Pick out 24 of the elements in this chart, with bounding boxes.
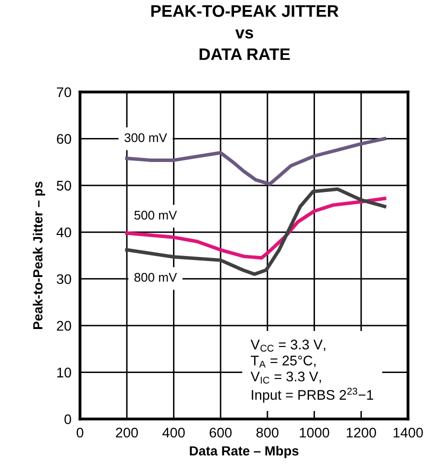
y-tick-label: 60 [56, 134, 72, 144]
y-tick-label: 20 [56, 320, 72, 331]
y-tick-label: 50 [56, 180, 72, 191]
x-tick-label: 1200 [346, 428, 376, 438]
x-axis-title: Data Rate – Mbps [190, 446, 298, 458]
line-series [125, 196, 386, 260]
x-tick-label: 400 [162, 428, 185, 438]
x-tick-label: 1000 [300, 428, 330, 438]
x-tick-label: 0 [76, 428, 84, 438]
y-tick-label: 0 [64, 414, 72, 424]
chart-title: PEAK-TO-PEAK JITTER vs DATA RATE [151, 5, 338, 60]
x-tick-label: 200 [116, 428, 138, 438]
x-tick-label: 1400 [394, 428, 423, 438]
y-tick-label: 30 [56, 274, 72, 284]
y-tick-label: 70 [56, 87, 72, 98]
series-label: 500 mV [134, 210, 177, 220]
series-label: 300 mV [124, 133, 168, 142]
x-tick-label: 800 [256, 428, 278, 438]
y-tick-label: 10 [57, 368, 72, 378]
series-label: 800 mV [134, 272, 177, 282]
text: V$_{CC}$ = 3.3 V, T$_{A}$ = 25°C, V$_{IC}$ = 3.3 V, Input = PRBS 2$^{23}$−1 [250, 340, 374, 403]
y-axis-title: Peak-to-Peak Jitter – ps [32, 182, 46, 330]
x-tick-label: 600 [210, 428, 232, 438]
y-tick-label: 40 [56, 227, 72, 238]
